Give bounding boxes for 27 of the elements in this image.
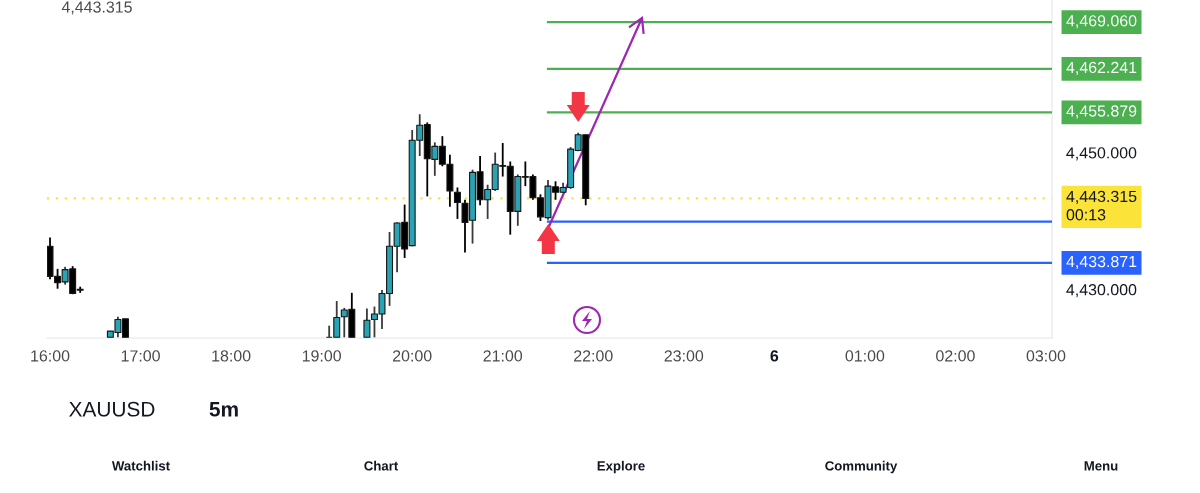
x-tick-label: 01:00	[845, 350, 885, 362]
y-tick-label: 4,430.000	[1066, 284, 1137, 298]
text: Watchlist	[111, 460, 170, 471]
x-tick-label: 18:00	[212, 350, 251, 362]
series-label: 4,433.871	[1066, 255, 1137, 270]
x-tick-label: 20:00	[393, 350, 432, 362]
x-tick-label: 03:00	[1026, 350, 1066, 362]
series-label: 4,462.241	[1066, 61, 1137, 75]
series-label: 4,455.879	[1066, 105, 1137, 119]
x-tick-label: 21:00	[483, 350, 523, 362]
text: Menu	[1084, 461, 1118, 471]
annotation: 4,443.315	[61, 1, 132, 15]
series-label: 4,469.060	[1066, 15, 1137, 29]
x-tick-label: 16:00	[31, 350, 70, 362]
x-tick-label: 23:00	[664, 350, 704, 362]
text: Explore	[597, 460, 645, 474]
x-tick-label: 22:00	[574, 350, 613, 362]
x-tick-label: 19:00	[302, 350, 341, 362]
text: 5m	[209, 402, 238, 417]
text: Chart	[364, 460, 399, 471]
text: XAUUSD	[69, 401, 155, 417]
text: Community	[825, 460, 898, 474]
x-tick-label: 02:00	[936, 350, 975, 362]
x-tick-label: 6	[770, 350, 779, 362]
ref-line-label: 4,443.315 00:13	[1066, 190, 1137, 221]
x-tick-label: 17:00	[121, 350, 160, 362]
y-tick-label: 4,450.000	[1066, 147, 1137, 161]
